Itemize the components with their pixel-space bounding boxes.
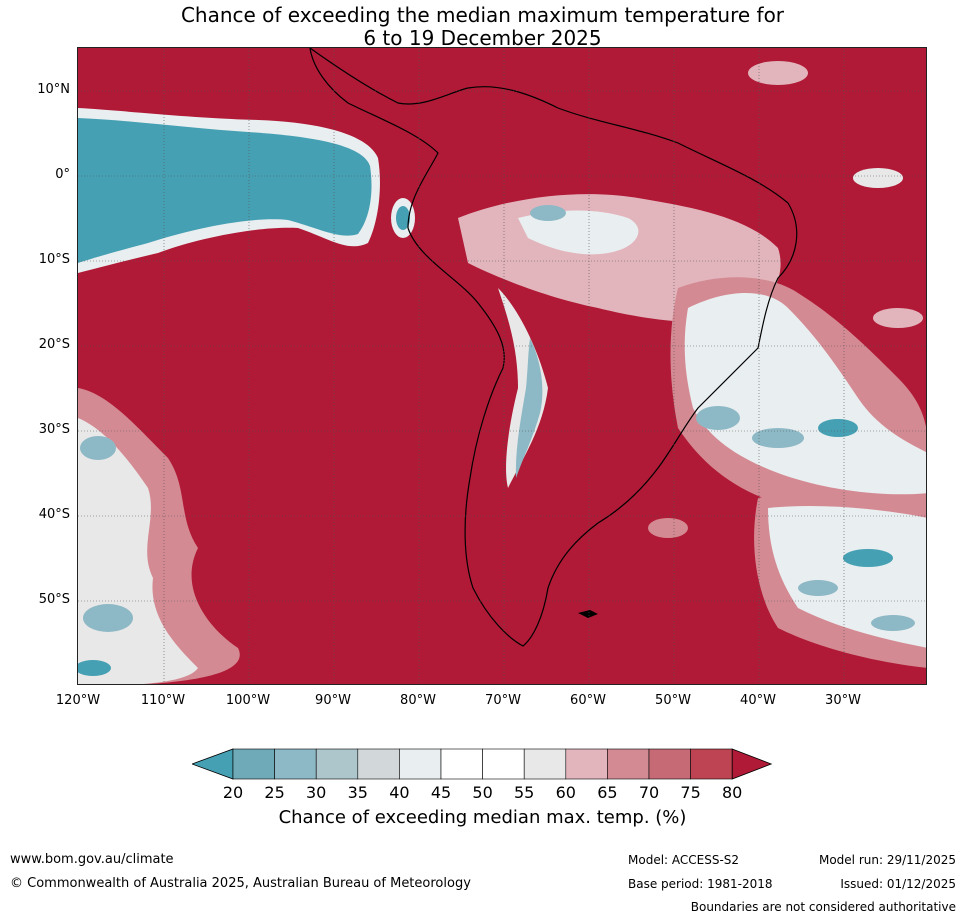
title-line-2: 6 to 19 December 2025: [363, 26, 602, 50]
atl-blue-3: [818, 419, 858, 437]
colorbar-tick-label: 30: [306, 783, 327, 802]
sp-blue-2: [83, 604, 133, 632]
na-blotch-2: [853, 168, 903, 188]
copyright-text: © Commonwealth of Australia 2025, Austra…: [10, 876, 471, 891]
probability-map: [77, 47, 927, 685]
lat-label-0: 0°: [55, 167, 70, 182]
coastal-patch-core: [396, 206, 410, 230]
lat-label-20s: 20°S: [38, 337, 70, 352]
lat-label-30s: 30°S: [38, 422, 70, 437]
colorbar-tick-label: 60: [555, 783, 576, 802]
colorbar-tick-label: 20: [222, 783, 244, 802]
colorbar-bin: [232, 748, 275, 780]
lon-label-90w: 90°W: [315, 693, 351, 708]
na-blotch-3: [873, 308, 923, 328]
pacific-blue-core: [78, 118, 372, 263]
colorbar-over-arrow: [731, 748, 773, 780]
model-run: Model run: 29/11/2025: [818, 853, 956, 867]
colorbar-bin: [399, 748, 442, 780]
colorbar-tick-label: 70: [638, 783, 660, 802]
colorbar-bin: [440, 748, 483, 780]
sa-blue-2: [798, 580, 838, 596]
lon-label-70w: 70°W: [485, 693, 521, 708]
model-name: Model: ACCESS-S2: [628, 853, 740, 867]
colorbar-bin: [523, 748, 567, 780]
colorbar-tick-label: 55: [514, 783, 535, 802]
title-line-1: Chance of exceeding the median maximum t…: [180, 3, 785, 27]
sp-blue-3: [78, 660, 111, 676]
lon-label-110w: 110°W: [140, 693, 186, 708]
lon-label-120w: 120°W: [55, 693, 101, 708]
sa-blotch: [648, 518, 688, 538]
colorbar-bin: [482, 748, 525, 780]
map-title: Chance of exceeding the median maximum t…: [0, 4, 965, 50]
colorbar-bin: [690, 748, 733, 780]
colorbar-svg: [190, 748, 773, 780]
gridlines: [78, 48, 926, 684]
atl-blue-2: [752, 428, 804, 448]
colorbar-tick-label: 35: [347, 783, 368, 802]
lon-label-80w: 80°W: [400, 693, 436, 708]
lon-label-60w: 60°W: [570, 693, 606, 708]
colorbar-bin: [607, 748, 650, 780]
issued-date: Issued: 01/12/2025: [840, 877, 956, 891]
amazon-white-region: [518, 210, 639, 255]
amazon-blue: [530, 205, 566, 221]
lon-label-100w: 100°W: [225, 693, 271, 708]
boundary-disclaimer: Boundaries are not considered authoritat…: [690, 900, 956, 914]
website-link[interactable]: www.bom.gov.au/climate: [10, 852, 174, 867]
colorbar-bin: [357, 748, 400, 780]
colorbar-tick-label: 50: [472, 783, 493, 802]
falklands: [578, 610, 598, 618]
lon-label-50w: 50°W: [655, 693, 691, 708]
andes-blue-strip: [515, 338, 543, 478]
colorbar-bin: [315, 748, 359, 780]
atl-blue-1: [696, 406, 740, 430]
andes-pale-strip: [498, 288, 548, 488]
colorbar-tick-label: 75: [680, 783, 701, 802]
colorbar-tick-label: 45: [430, 783, 452, 802]
lat-label-10s: 10°S: [38, 252, 70, 267]
colorbar-tick-label: 40: [389, 783, 410, 802]
colorbar-tick-label: 65: [597, 783, 618, 802]
colorbar-bin: [274, 748, 317, 780]
base-period: Base period: 1981-2018: [628, 877, 773, 891]
sa-blue-3: [871, 615, 915, 631]
colorbar-tick-label: 25: [264, 783, 285, 802]
sa-blue-1: [843, 549, 893, 567]
se-brazil-white: [684, 293, 926, 495]
sp-blue-1: [80, 436, 116, 460]
colorbar-tick-label: 80: [722, 783, 743, 802]
colorbar-bin: [648, 748, 691, 780]
lat-label-10n: 10°N: [37, 82, 70, 97]
south-atlantic-white: [768, 506, 926, 648]
colorbar-bin: [565, 748, 608, 780]
colorbar: [190, 748, 774, 784]
colorbar-label: Chance of exceeding median max. temp. (%…: [278, 807, 687, 828]
south-america-coastline: [309, 48, 798, 647]
lon-label-30w: 30°W: [825, 693, 861, 708]
map-canvas: [78, 48, 926, 684]
lat-label-50s: 50°S: [38, 592, 70, 607]
colorbar-under-arrow: [190, 748, 234, 780]
na-blotch-1: [748, 61, 808, 85]
lon-label-40w: 40°W: [740, 693, 776, 708]
lat-label-40s: 40°S: [38, 507, 70, 522]
